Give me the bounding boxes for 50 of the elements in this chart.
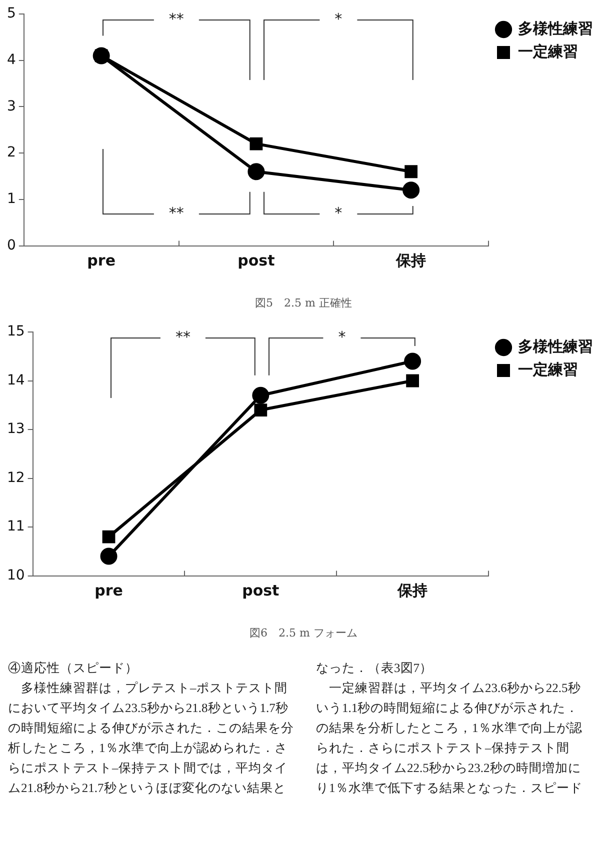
significance-bracket: * (268, 325, 416, 399)
y-tick-label: 11 (6, 518, 25, 535)
text: なった．（表3図7） (316, 660, 434, 677)
annotation: * (334, 10, 343, 28)
legend-label: 多様性練習 (518, 19, 593, 38)
annotation: ** (169, 10, 185, 28)
y-tick-label: 2 (6, 144, 16, 161)
annotation: * (338, 328, 346, 346)
text: の時間短縮による伸びが示された．この結果を分 (8, 720, 294, 737)
legend-label: 一定練習 (518, 42, 578, 60)
significance-bracket: * (263, 148, 414, 227)
text: 析したところ，1％水準で向上が認められた．さ (8, 740, 288, 757)
y-tick-label: 0 (6, 237, 16, 254)
x-tick-label: post (238, 252, 275, 270)
text: 一定練習群は，平均タイム23.6秒から22.5秒 (328, 680, 582, 697)
text: られた．さらにポストテスト–保持テスト間 (316, 740, 570, 757)
y-tick-label: 4 (6, 52, 16, 68)
annotation: ** (175, 328, 191, 346)
x-tick-label: pre (94, 582, 123, 600)
text: 多様性練習群は，プレテスト–ポストテスト間 (20, 680, 288, 697)
annotation: * (334, 204, 343, 222)
significance-bracket: * (263, 7, 414, 81)
text: 図6 2.5 m フォーム (250, 626, 358, 640)
legend-label: 一定練習 (518, 360, 578, 378)
x-tick-label: post (242, 582, 280, 600)
annotation: ** (169, 204, 185, 222)
y-tick-label: 14 (6, 372, 25, 388)
y-tick-label: 13 (6, 421, 25, 438)
x-tick-label: 保持 (395, 252, 426, 270)
x-tick-label: pre (87, 252, 116, 270)
text: ム21.8秒から21.7秒というほぼ変化のない結果と (8, 780, 287, 797)
y-tick-label: 15 (6, 324, 25, 340)
legend-label: 多様性練習 (518, 337, 593, 356)
text: ④適応性（スピード） (8, 660, 139, 677)
text: において平均タイム23.5秒から21.8秒という1.7秒 (8, 700, 290, 717)
text: は，平均タイム22.5秒から23.2秒の時間増加に (316, 760, 582, 777)
x-tick-label: 保持 (396, 582, 428, 600)
text: り1％水準で低下する結果となった．スピード (316, 780, 582, 797)
y-tick-label: 12 (6, 470, 25, 486)
y-tick-label: 1 (6, 191, 16, 208)
text: いう1.1秒の時間短縮による伸びが示された． (316, 700, 580, 717)
text: 図5 2.5 m 正確性 (255, 296, 352, 310)
text: らにポストテスト–保持テスト間では，平均タイ (8, 760, 288, 777)
y-tick-label: 5 (6, 6, 16, 22)
y-tick-label: 3 (6, 98, 16, 114)
significance-bracket: ** (102, 7, 252, 81)
y-tick-label: 10 (6, 567, 25, 584)
significance-bracket: ** (110, 325, 256, 399)
text: の結果を分析したところ，1％水準で向上が認 (316, 720, 582, 737)
significance-bracket: ** (102, 148, 252, 227)
